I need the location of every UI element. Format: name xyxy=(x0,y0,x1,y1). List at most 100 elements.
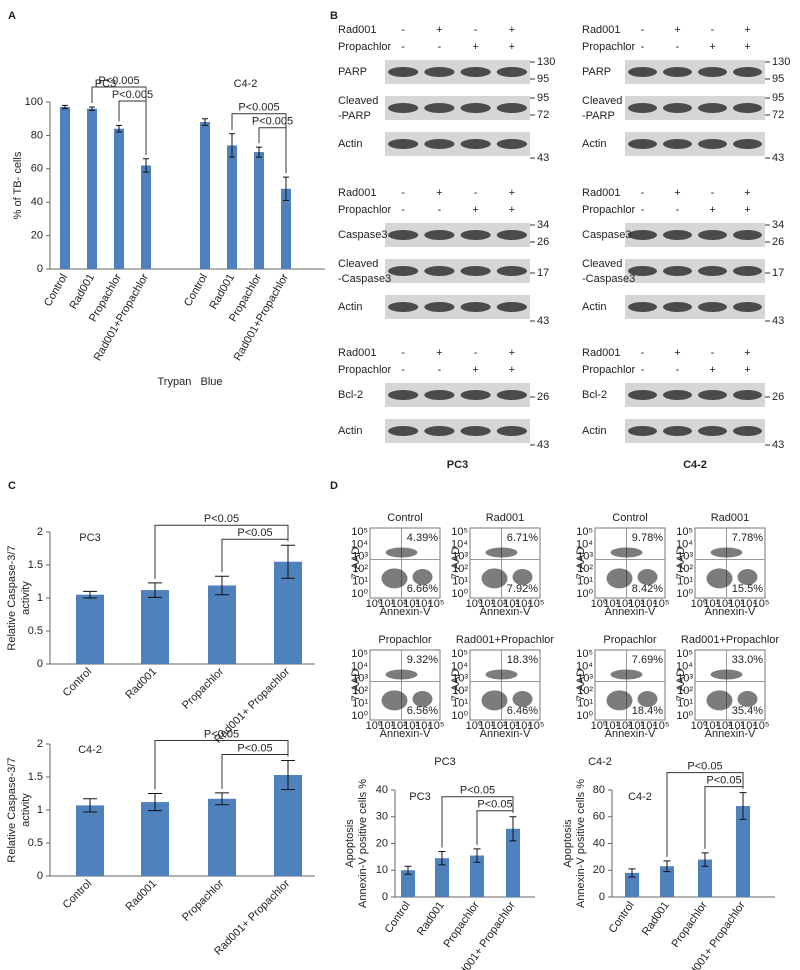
chart-title: PC3 xyxy=(79,532,100,544)
treatment-sign: - xyxy=(438,41,442,53)
flow-y-tick: 10⁰ xyxy=(576,588,593,600)
quadrant-lr: 6.46% xyxy=(507,705,538,717)
x-tick-label: Propachlor xyxy=(441,899,482,950)
marker-label: 130 xyxy=(537,56,555,68)
blot-band xyxy=(424,426,455,436)
blot-band xyxy=(460,426,491,436)
blot-band xyxy=(460,103,491,113)
flow-x-tick: 10³ xyxy=(628,720,644,732)
error-bar xyxy=(663,860,671,873)
quadrant-ur: 9.78% xyxy=(632,532,663,544)
treatment-sign: + xyxy=(509,24,515,36)
bar xyxy=(114,128,124,269)
blot-band xyxy=(628,302,657,312)
blot-band xyxy=(460,390,491,400)
flow-y-label: 7-AAD xyxy=(450,547,462,579)
error-bar xyxy=(404,865,412,875)
flow-y-tick: 10⁰ xyxy=(576,710,593,722)
annotation: P<0.005 xyxy=(252,116,293,128)
blot-band xyxy=(733,302,762,312)
blot-band xyxy=(733,266,762,276)
flow-title: Propachlor xyxy=(378,634,432,646)
treatment-sign: - xyxy=(438,204,442,216)
treatment-sign: + xyxy=(744,347,750,359)
treatment-sign: - xyxy=(641,364,645,376)
flow-y-label: 7-AAD xyxy=(675,669,687,701)
x-tick-label: Control xyxy=(383,900,413,936)
error-bar xyxy=(116,124,122,133)
treatment-sign: - xyxy=(401,187,405,199)
annotation: P<0.05 xyxy=(706,775,741,787)
error-bar xyxy=(215,792,229,806)
flow-x-tick: 10³ xyxy=(628,598,644,610)
flow-y-tick: 10¹ xyxy=(452,698,468,710)
cell-cluster xyxy=(710,547,743,558)
flow-x-tick: 10¹ xyxy=(478,720,494,732)
flow-x-tick: 10⁰ xyxy=(691,720,708,732)
y-axis-label: Apoptosis xyxy=(562,819,574,868)
blot-band xyxy=(698,67,727,77)
blot-band xyxy=(496,426,527,436)
treatment-label: Rad001 xyxy=(338,24,377,36)
flow-x-tick: 10⁵ xyxy=(528,598,545,610)
marker-label: 95 xyxy=(537,92,549,104)
y-tick-label: 0 xyxy=(599,891,605,903)
cell-cluster xyxy=(637,569,658,585)
y-tick-label: 2 xyxy=(37,526,43,538)
error-bar xyxy=(701,852,709,867)
blot-band xyxy=(388,67,419,77)
quadrant-lr: 18.4% xyxy=(632,705,663,717)
y-axis-label: Annexin-V positive cells % xyxy=(357,779,369,908)
bracket xyxy=(221,754,289,789)
flow-frame xyxy=(694,527,766,599)
lane-label: -PARP xyxy=(338,110,371,122)
flow-x-tick: 10⁰ xyxy=(591,720,608,732)
flow-x-tick: 10⁴ xyxy=(515,598,532,610)
y-tick-label: 0.5 xyxy=(28,837,43,849)
cell-cluster xyxy=(381,690,408,711)
treatment-label: Rad001 xyxy=(582,347,621,359)
bar xyxy=(141,165,151,269)
treatment-sign: + xyxy=(674,24,680,36)
lane-label: Actin xyxy=(582,138,606,150)
flow-y-tick: 10⁰ xyxy=(451,588,468,600)
treatment-sign: + xyxy=(509,347,515,359)
error-bar xyxy=(148,793,162,812)
blot-band xyxy=(628,230,657,240)
treatment-label: Rad001 xyxy=(338,347,377,359)
lane-label: Actin xyxy=(338,301,362,313)
flow-x-tick: 10⁵ xyxy=(653,598,670,610)
y-tick-label: 1.5 xyxy=(28,771,43,783)
y-tick-label: 0 xyxy=(37,263,43,275)
annotation: P<0.005 xyxy=(238,102,279,114)
error-bar xyxy=(283,176,289,202)
bar xyxy=(506,828,520,897)
treatment-sign: - xyxy=(676,364,680,376)
quadrant-ur: 33.0% xyxy=(732,654,763,666)
cell-cluster xyxy=(481,690,508,711)
y-tick-label: 0 xyxy=(37,870,43,882)
blot-band xyxy=(733,139,762,149)
flow-y-tick: 10⁴ xyxy=(676,660,693,672)
flow-x-tick: 10⁵ xyxy=(428,720,445,732)
chart-title: C4-2 xyxy=(628,791,652,803)
bar xyxy=(87,108,97,270)
lane-label: Cleaved xyxy=(338,258,378,270)
blot-band xyxy=(663,139,692,149)
y-tick-label: 0.5 xyxy=(28,625,43,637)
flow-frame xyxy=(469,649,541,721)
marker-label: 26 xyxy=(772,236,784,248)
blot-band xyxy=(460,266,491,276)
flow-x-tick: 10³ xyxy=(403,720,419,732)
x-tick-label: Control xyxy=(607,900,637,936)
bar xyxy=(200,122,210,269)
cell-cluster xyxy=(481,568,508,589)
cell-cluster xyxy=(710,669,743,680)
column-label: PC3 xyxy=(447,459,468,471)
flow-y-tick: 10³ xyxy=(677,673,693,685)
y-tick-label: 40 xyxy=(31,196,43,208)
treatment-sign: + xyxy=(709,364,715,376)
panel-letter: D xyxy=(330,480,338,492)
blot-band xyxy=(663,302,692,312)
bar xyxy=(254,152,264,269)
